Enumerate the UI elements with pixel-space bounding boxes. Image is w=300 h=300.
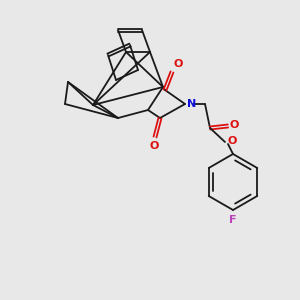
Text: O: O — [229, 120, 238, 130]
Text: O: O — [173, 59, 182, 69]
Text: O: O — [149, 141, 159, 151]
Text: O: O — [227, 136, 236, 146]
Text: F: F — [229, 215, 237, 225]
Text: N: N — [187, 99, 196, 109]
